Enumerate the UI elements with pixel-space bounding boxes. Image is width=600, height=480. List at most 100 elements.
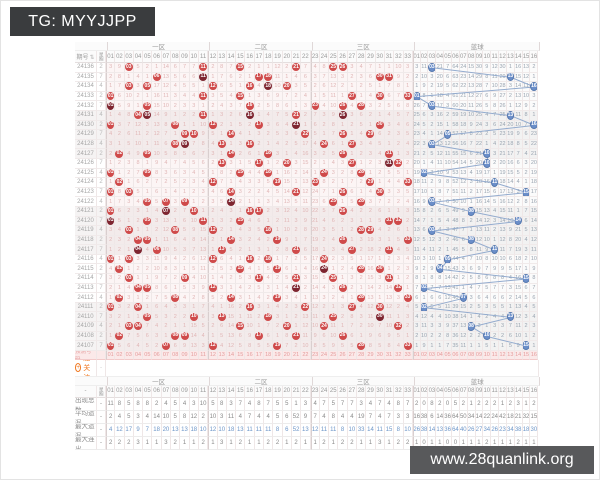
blue-cell: 10: [483, 149, 492, 159]
blue-cell: 35: [452, 341, 460, 351]
follow-icon[interactable]: +: [75, 363, 82, 373]
stats-value: 52: [291, 423, 302, 437]
blue-cell: 05: [444, 130, 453, 140]
blue-cell: 5: [514, 168, 523, 179]
stats-value: 13: [301, 423, 311, 437]
red-cell: 2: [338, 312, 348, 323]
red-ball-14: 14: [227, 235, 235, 244]
red-ball-01: 01: [107, 120, 115, 129]
blue-ball-03: 03: [428, 139, 436, 149]
red-cell: 11: [282, 216, 292, 227]
red-cell: 1: [217, 130, 227, 140]
red-cell: 15: [236, 168, 246, 179]
red-cell: 6: [375, 206, 385, 217]
red-cell: 2: [217, 120, 227, 131]
blue-cell: 4: [428, 312, 437, 323]
red-cell: 7: [217, 178, 227, 188]
red-cell: 13: [152, 120, 162, 131]
stats-value: 3: [514, 397, 523, 411]
prediction-number: 23: [310, 350, 320, 360]
col-header-red-24: 24: [319, 385, 330, 398]
blue-cell: 44: [452, 254, 460, 265]
red-cell: 2: [254, 254, 265, 265]
follow-label[interactable]: 加关注: [83, 360, 91, 376]
red-ball-10: 10: [189, 130, 198, 139]
blue-cell: 14: [514, 82, 523, 92]
red-cell: 3: [161, 312, 172, 323]
red-cell: 4: [394, 120, 404, 131]
stats-value: 2: [171, 436, 181, 450]
blue-cell: 2: [467, 302, 476, 313]
red-cell: 33: [403, 91, 413, 102]
blue-cell: 3: [475, 322, 484, 332]
follow-cell[interactable]: +加关注: [75, 359, 97, 377]
blue-cell: 6: [444, 197, 453, 207]
blue-cell: 16: [530, 197, 539, 207]
red-cell: 18: [264, 312, 274, 323]
prediction-label[interactable]: 预测号码: [75, 350, 97, 360]
sort-icon[interactable]: ⇅: [89, 55, 95, 61]
blue-cell: 13: [506, 110, 515, 121]
issue-header[interactable]: 期号⇅: [75, 51, 97, 63]
stats-week-cell: -: [97, 436, 106, 450]
col-header-red-09: 09: [180, 51, 190, 63]
blue-cell: 11: [459, 341, 468, 351]
red-cell: 6: [347, 187, 358, 198]
red-cell: 1: [291, 235, 302, 246]
red-ball-33: 33: [403, 178, 412, 187]
column-number-row: - 星期 01 02 03 04 05 06 07 08 09 10 11 12 13 14 15 16 17 18 1…: [75, 385, 540, 398]
red-cell: 15: [301, 158, 311, 169]
blue-cell: 9: [444, 168, 453, 179]
red-cell: 14: [198, 235, 209, 246]
red-cell: 05: [143, 101, 153, 111]
red-cell: 2: [403, 274, 413, 284]
red-ball-07: 07: [161, 197, 170, 206]
red-cell: 9: [384, 331, 395, 342]
red-cell: 3: [124, 293, 134, 303]
blue-cell: 1: [506, 101, 515, 111]
stats-value: 11: [264, 423, 274, 437]
red-cell: 3: [236, 235, 246, 246]
prediction-number: 33: [403, 350, 413, 360]
red-cell: 1: [264, 139, 274, 150]
red-cell: 1: [301, 120, 311, 131]
blue-cell: 6: [506, 331, 515, 342]
red-cell: 18: [264, 82, 274, 92]
red-ball-18: 18: [264, 72, 273, 81]
red-cell: 03: [124, 274, 134, 284]
red-ball-05: 05: [143, 216, 152, 225]
red-cell: 1: [133, 226, 144, 236]
blue-cell: 13: [436, 139, 445, 150]
red-ball-27: 27: [347, 92, 356, 101]
stats-value: 7: [245, 410, 255, 424]
weekday: 7: [97, 216, 106, 227]
red-cell: 5: [180, 226, 190, 236]
col-header-red-04: 04: [133, 51, 144, 63]
col-header-blue-06: 06: [452, 385, 460, 398]
blue-cell: 4: [412, 312, 421, 323]
red-cell: 1: [143, 302, 153, 313]
red-cell: 04: [133, 302, 144, 313]
issue-number: 24126: [75, 158, 97, 169]
red-cell: 13: [189, 341, 199, 351]
blue-cell: 17: [459, 130, 468, 140]
blue-cell: 15: [436, 120, 445, 131]
col-header-red-21: 21: [291, 51, 302, 63]
red-cell: 01: [106, 302, 116, 313]
red-cell: 4: [375, 226, 385, 236]
blue-cell: 58: [452, 120, 460, 131]
stats-value: 13: [180, 423, 190, 437]
stats-issue-header[interactable]: -: [75, 385, 97, 398]
red-cell: 1: [106, 293, 116, 303]
blue-cell: 2: [428, 120, 437, 131]
weekday: 2: [97, 331, 106, 342]
blue-cell: 3: [459, 264, 468, 275]
header-corner: [75, 42, 108, 51]
red-cell: 1: [384, 264, 395, 275]
red-ball-06: 06: [152, 72, 161, 81]
stats-value: 1: [180, 436, 190, 450]
red-cell: 3: [180, 245, 190, 255]
red-cell: 1: [310, 91, 320, 102]
red-ball-06: 06: [152, 245, 161, 254]
red-ball-26: 26: [338, 235, 347, 244]
